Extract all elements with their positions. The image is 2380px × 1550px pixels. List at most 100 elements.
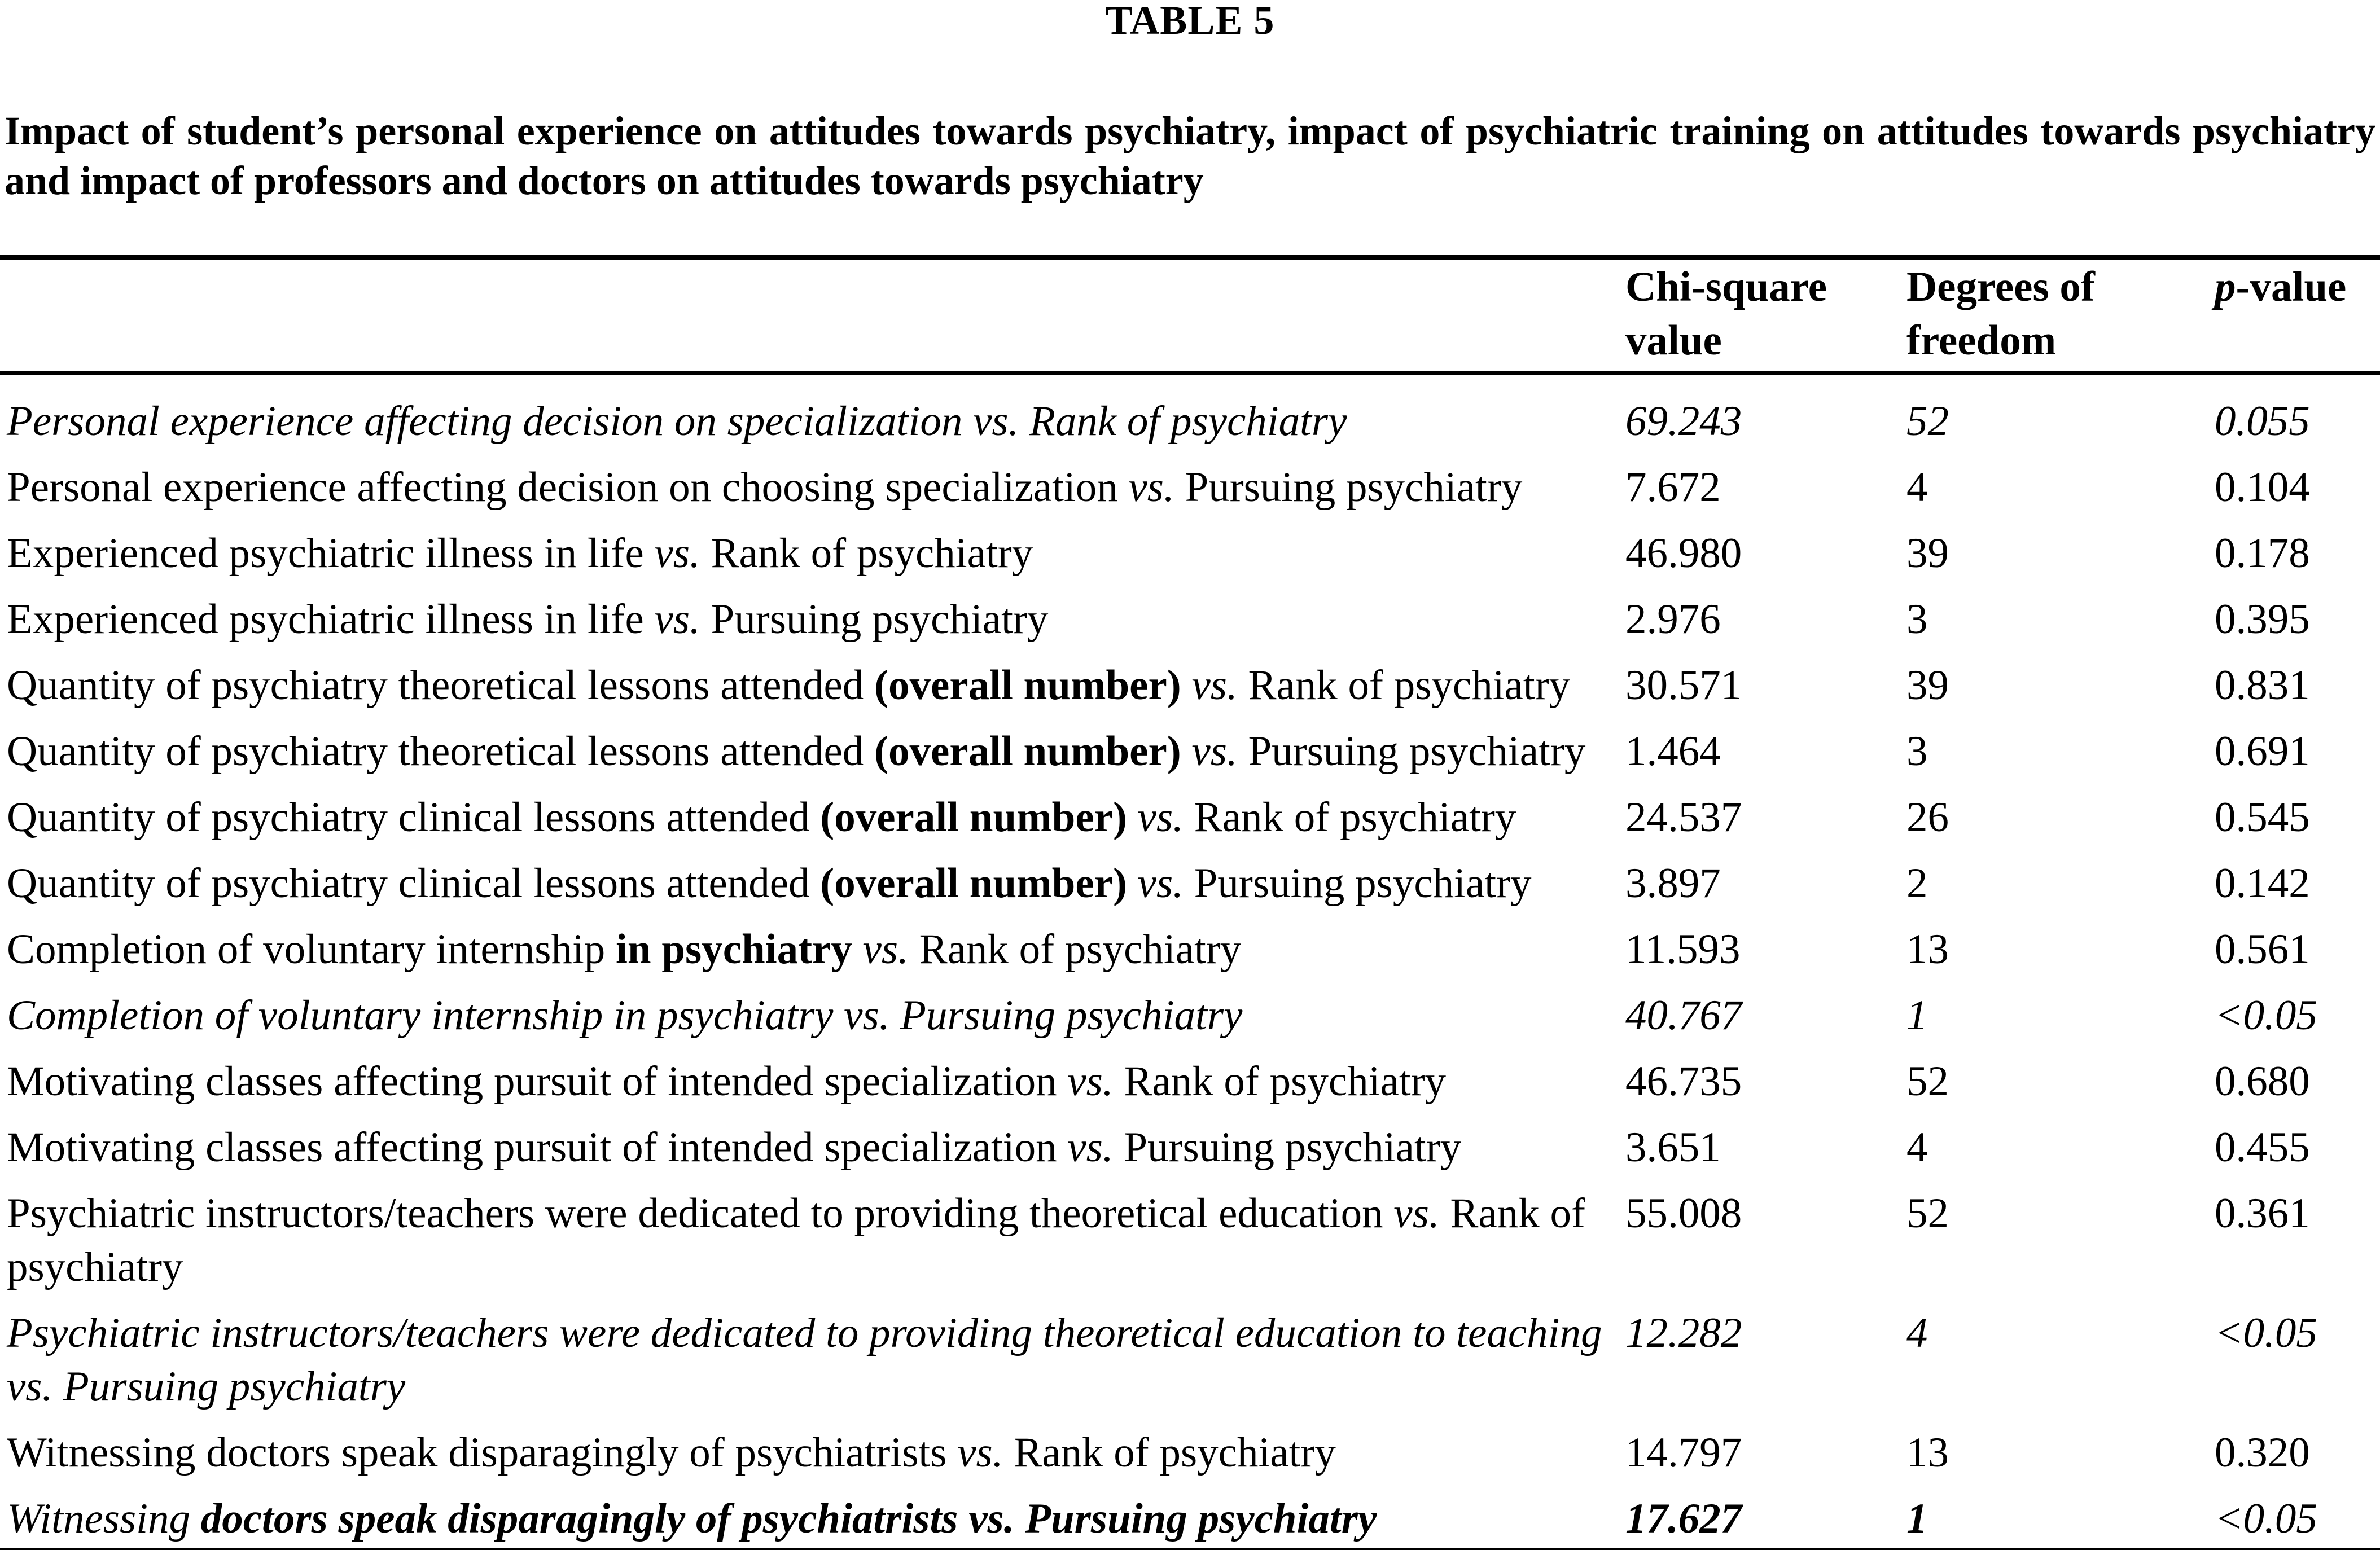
text-segment: vs. [1393,1190,1440,1237]
p-value-cell: <0.05 [2215,1486,2380,1550]
header-p-italic: p [2215,264,2236,310]
p-value-cell: 0.680 [2215,1048,2380,1114]
text-segment: 13 [1906,1429,1949,1476]
degrees-of-freedom-cell: 13 [1906,916,2215,982]
text-segment: 0.395 [2215,596,2310,643]
table-row: Completion of voluntary internship in ps… [0,916,2380,982]
row-label: Personal experience affecting decision o… [0,373,1625,455]
text-segment: 4 [1906,464,1928,511]
text-segment: 0.055 [2215,398,2310,445]
text-segment: 0.545 [2215,794,2310,841]
text-segment: (overall number) [820,860,1127,907]
text-segment: vs. [1191,662,1238,709]
text-segment: Rank of psychiatry [1183,794,1516,841]
text-segment: vs. [1137,860,1184,907]
degrees-of-freedom-cell: 39 [1906,652,2215,718]
text-segment: <0.05 [2215,1310,2317,1356]
degrees-of-freedom-cell: 1 [1906,982,2215,1048]
text-segment: 2.976 [1625,596,1721,643]
table-row: Completion of voluntary internship in ps… [0,982,2380,1048]
row-label: Psychiatric instructors/teachers were de… [0,1300,1625,1420]
text-segment: 1.464 [1625,728,1721,775]
text-segment: vs. [1067,1058,1114,1105]
p-value-cell: 0.831 [2215,652,2380,718]
text-segment: in psychiatry [616,926,852,973]
text-segment: vs. [654,530,700,577]
p-value-cell: 0.178 [2215,520,2380,586]
text-segment: 26 [1906,794,1949,841]
row-label: Motivating classes affecting pursuit of … [0,1114,1625,1180]
text-segment: 3.651 [1625,1124,1721,1171]
p-value-cell: 0.691 [2215,718,2380,784]
text-segment: (overall number) [820,794,1127,841]
row-label: Completion of voluntary internship in ps… [0,916,1625,982]
text-segment: 39 [1906,662,1949,709]
degrees-of-freedom-cell: 4 [1906,1300,2215,1420]
chi-square-value-cell: 2.976 [1625,586,1906,652]
text-segment [1181,728,1192,775]
text-segment: Motivating classes affecting pursuit of … [7,1058,1068,1105]
text-segment: Completion of voluntary internship [7,926,616,973]
text-segment: 4 [1906,1310,1928,1356]
text-segment: Witnessing doctors speak disparagingly o… [7,1429,958,1476]
text-segment: Motivating classes affecting pursuit of … [7,1124,1068,1171]
text-segment: 0.178 [2215,530,2310,577]
text-segment: 3 [1906,728,1928,775]
text-segment: 69.243 [1625,398,1742,445]
table-body: Personal experience affecting decision o… [0,373,2380,1550]
degrees-of-freedom-cell: 3 [1906,718,2215,784]
text-segment: Rank of psychiatry [1237,662,1571,709]
table-row: Quantity of psychiatry theoretical lesso… [0,718,2380,784]
text-segment: 1 [1906,992,1928,1039]
degrees-of-freedom-cell: 52 [1906,373,2215,455]
chi-square-value-cell: 46.980 [1625,520,1906,586]
text-segment: 40.767 [1625,992,1742,1039]
chi-square-value-cell: 46.735 [1625,1048,1906,1114]
row-label: Experienced psychiatric illness in life … [0,520,1625,586]
table-row: Personal experience affecting decision o… [0,454,2380,520]
text-segment [1127,860,1138,907]
table-row: Psychiatric instructors/teachers were de… [0,1180,2380,1300]
p-value-cell: 0.055 [2215,373,2380,455]
row-label: Witnessing doctors speak disparagingly o… [0,1486,1625,1550]
chi-square-value-cell: 24.537 [1625,784,1906,850]
text-segment: Quantity of psychiatry theoretical lesso… [7,662,875,709]
text-segment: 4 [1906,1124,1928,1171]
text-segment: Pursuing psychiatry [1183,860,1532,907]
text-segment: 12.282 [1625,1310,1742,1356]
table-row: Witnessing doctors speak disparagingly o… [0,1420,2380,1486]
p-value-cell: <0.05 [2215,1300,2380,1420]
text-segment: 14.797 [1625,1429,1742,1476]
text-segment: Pursuing psychiatry [1174,464,1523,511]
row-label: Quantity of psychiatry clinical lessons … [0,850,1625,916]
header-chi-square-line2: value [1625,317,1722,364]
header-p-rest: -value [2236,264,2347,310]
row-label: Personal experience affecting decision o… [0,454,1625,520]
text-segment: Rank of psychiatry [1003,1429,1336,1476]
chi-square-value-cell: 14.797 [1625,1420,1906,1486]
text-segment: 39 [1906,530,1949,577]
chi-square-value-cell: 30.571 [1625,652,1906,718]
p-value-cell: <0.05 [2215,982,2380,1048]
text-segment: 7.672 [1625,464,1721,511]
row-label: Psychiatric instructors/teachers were de… [0,1180,1625,1300]
chi-square-value-cell: 7.672 [1625,454,1906,520]
degrees-of-freedom-cell: 4 [1906,1114,2215,1180]
table-number: TABLE 5 [1105,0,1275,43]
text-segment: Quantity of psychiatry clinical lessons … [7,794,821,841]
text-segment: 3 [1906,596,1928,643]
text-segment: vs. [957,1429,1003,1476]
degrees-of-freedom-cell: 3 [1906,586,2215,652]
table-row: Motivating classes affecting pursuit of … [0,1048,2380,1114]
text-segment: Psychiatric instructors/teachers were de… [7,1310,1602,1410]
row-label: Motivating classes affecting pursuit of … [0,1048,1625,1114]
row-label: Completion of voluntary internship in ps… [0,982,1625,1048]
text-segment: Personal experience affecting decision o… [7,464,1129,511]
header-degrees-of-freedom: Degrees of freedom [1906,257,2215,375]
text-segment: Rank of psychiatry [7,1190,1585,1290]
text-segment: Personal experience affecting decision o… [7,398,1347,445]
chi-square-value-cell: 12.282 [1625,1300,1906,1420]
row-label: Quantity of psychiatry theoretical lesso… [0,718,1625,784]
text-segment: (overall number) [874,662,1181,709]
chi-square-value-cell: 17.627 [1625,1486,1906,1550]
